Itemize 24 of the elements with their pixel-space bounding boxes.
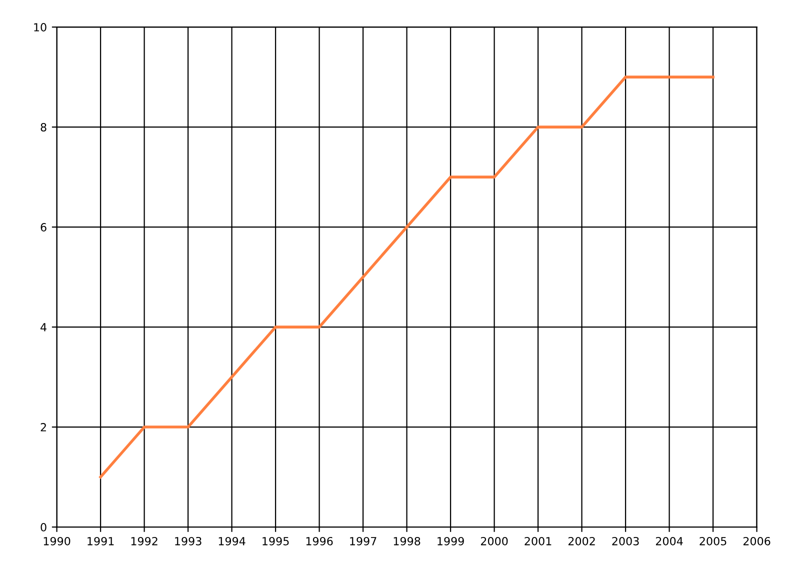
x-tick-label: 2002 (568, 536, 595, 546)
x-tick-label: 1992 (131, 536, 158, 546)
x-tick-label: 1994 (218, 536, 246, 546)
y-tick-label: 0 (40, 523, 46, 532)
x-tick-label: 2006 (743, 536, 770, 546)
x-tick-label: 1990 (44, 536, 70, 546)
x-tick-label: 2005 (700, 536, 726, 546)
x-tick-label: 1997 (350, 536, 376, 546)
x-tick-label: 1996 (306, 536, 333, 546)
x-tick-label: 1998 (394, 536, 420, 546)
y-tick-label: 10 (34, 23, 46, 32)
y-tick-label: 4 (40, 323, 46, 332)
x-tick-label: 1995 (262, 536, 289, 546)
y-tick-label: 6 (40, 223, 46, 232)
y-tick-label: 2 (40, 423, 46, 432)
x-tick-label: 1999 (438, 536, 464, 546)
line-series (99, 76, 714, 478)
x-tick-label: 2000 (480, 536, 508, 546)
x-tick-label: 2004 (656, 536, 683, 546)
y-tick-label: 8 (40, 123, 46, 132)
x-tick-label: 2003 (612, 536, 639, 546)
x-tick-label: 2001 (524, 536, 552, 546)
x-tick-label: 1993 (175, 536, 202, 546)
x-tick-label: 1991 (88, 536, 114, 546)
